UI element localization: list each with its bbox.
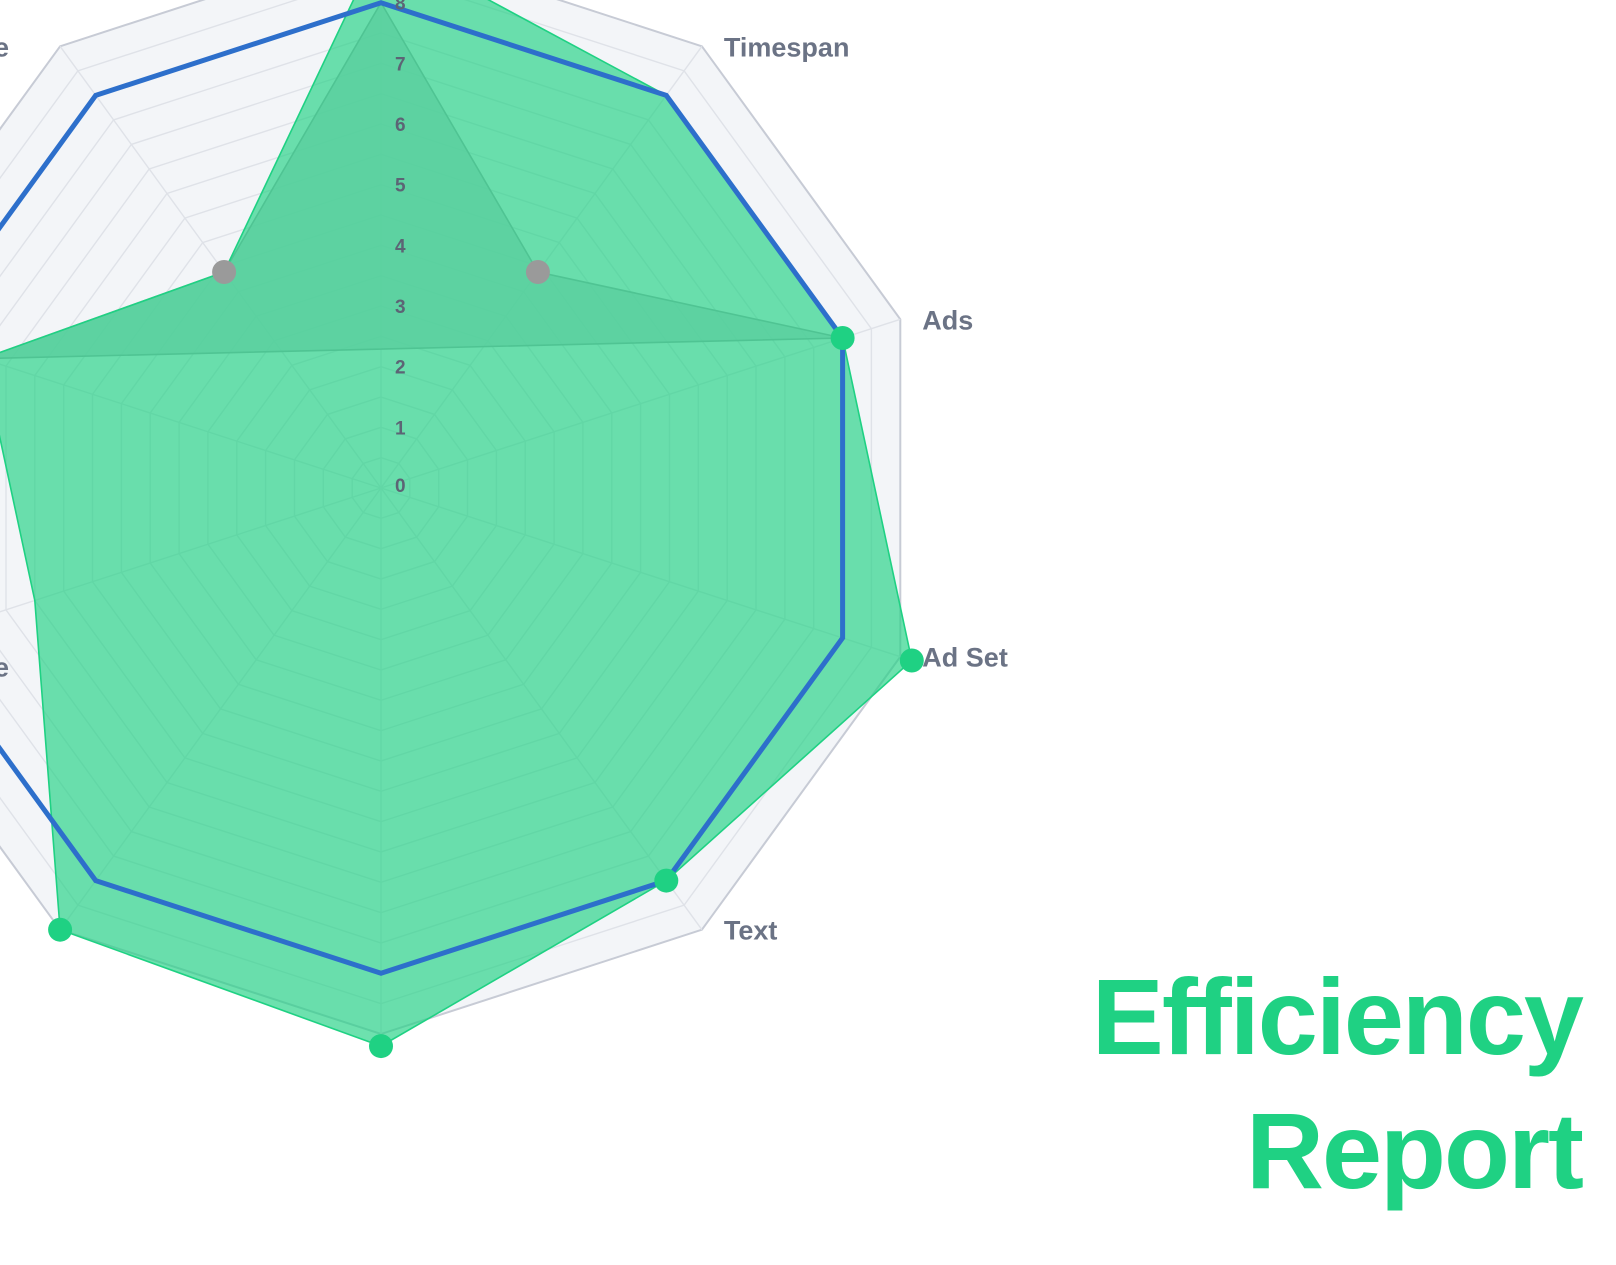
axis-label-timespan: Timespan <box>724 32 850 62</box>
data-point-green <box>830 326 855 350</box>
axis-labels: Timespan Ads Ad Set Text e e <box>0 32 1008 945</box>
report-title: Efficiency Report <box>1091 950 1584 1218</box>
tick-label: 8 <box>395 0 406 15</box>
data-point-gray <box>525 260 550 284</box>
axis-label-text: Text <box>724 916 778 946</box>
data-point-green <box>899 648 924 673</box>
report-title-line-2: Report <box>1246 1090 1584 1211</box>
series-blue-line <box>0 0 846 976</box>
data-point-green <box>654 868 679 893</box>
axis-label-fragment: e <box>0 32 9 62</box>
data-point-green <box>48 917 73 942</box>
tick-label: 6 <box>395 115 406 136</box>
data-point-markers <box>48 260 924 1059</box>
tick-label: 5 <box>395 176 406 197</box>
series-blue <box>0 0 846 976</box>
radial-tick-labels: 0123456789 <box>395 0 406 497</box>
report-title-line-1: Efficiency <box>1091 956 1584 1077</box>
axis-label-ads: Ads <box>922 305 973 335</box>
data-point-green <box>369 1034 393 1059</box>
tick-label: 7 <box>395 54 406 75</box>
tick-label: 2 <box>395 358 406 379</box>
tick-label: 1 <box>395 418 406 439</box>
tick-label: 4 <box>395 236 406 257</box>
tick-label: 3 <box>395 297 406 318</box>
axis-label-fragment: e <box>0 653 9 683</box>
data-point-gray <box>212 260 237 284</box>
axis-label-ad-set: Ad Set <box>922 643 1008 673</box>
tick-label: 0 <box>395 476 406 497</box>
